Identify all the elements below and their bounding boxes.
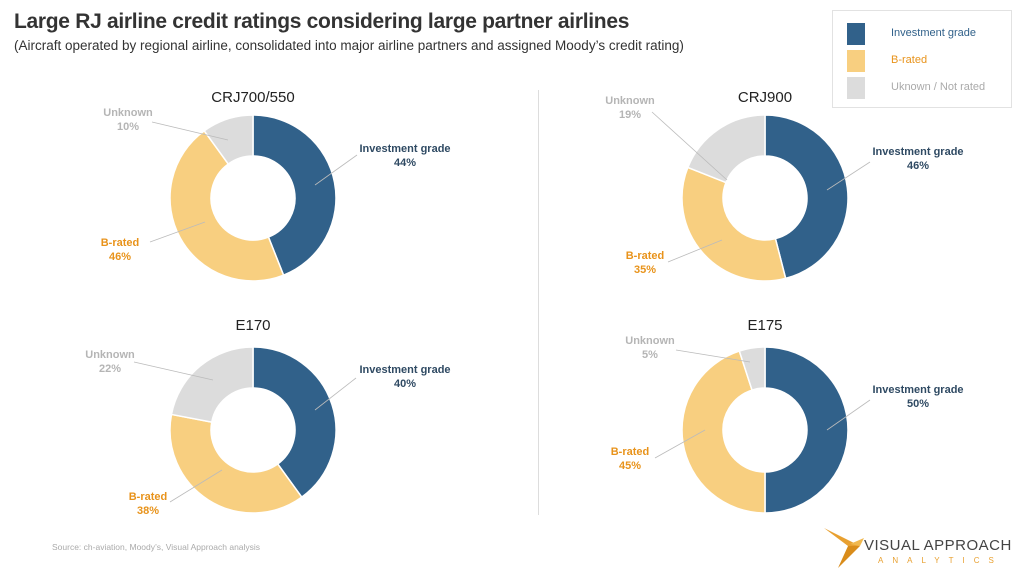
donut-slice-investment-grade [764,346,849,514]
legend-label: B-rated [891,54,928,66]
slice-label: B-rated [626,250,665,262]
divider [538,90,539,515]
leader-line [149,221,206,243]
slice-label: B-rated [129,491,168,503]
legend-swatch [847,23,865,45]
slice-value: 44% [394,157,416,169]
slice-value: 46% [109,251,131,263]
logo-text: VISUAL APPROACH [864,537,1012,554]
leader-line [133,361,214,381]
legend-swatch [847,50,865,72]
slice-label: Investment grade [359,143,450,155]
donut-slice-unknown [686,114,766,184]
leader-line [314,154,358,186]
slice-value: 35% [634,264,656,276]
donut-slice-unknown [170,346,254,424]
chart-title: E170 [235,317,270,334]
legend-label: Uknown / Not rated [891,81,986,93]
leader-line [826,399,871,431]
slice-value: 19% [619,109,641,121]
chart-title: E175 [747,317,782,334]
slice-label: B-rated [101,237,140,249]
slice-label: Unknown [625,335,675,347]
leader-line [651,111,728,181]
page-title: Large RJ airline credit ratings consider… [14,10,630,33]
logo-subtext: ANALYTICS [878,556,1003,565]
slice-value: 45% [619,460,641,472]
source-note: Source: ch-aviation, Moody’s, Visual App… [52,542,261,552]
leader-line [675,349,751,363]
slice-value: 50% [907,398,929,410]
slice-label: Unknown [85,349,135,361]
slice-label: Investment grade [872,146,963,158]
leader-line [151,121,229,141]
donut-slice-investment-grade [252,114,337,277]
donut-slice-b-rated [681,350,766,514]
slice-label: Investment grade [872,384,963,396]
donut-chart-crj700-550: CRJ700/550 Investment grade 44% B-rated 46% U… [101,89,451,282]
leader-line [169,469,223,503]
slice-value: 22% [99,363,121,375]
donut-chart-e175: E175 Investment grade 50% B-rated 45% Unknown… [611,317,964,514]
leader-line [826,161,871,191]
leader-line [667,239,723,263]
slice-value: 40% [394,378,416,390]
donut-slice-b-rated [169,413,303,514]
slice-value: 46% [907,160,929,172]
legend-label: Investment grade [891,27,976,39]
donut-slice-unknown [738,346,766,392]
slice-value: 10% [117,121,139,133]
logo-mark-icon [824,528,864,568]
donut-slice-b-rated [681,166,787,282]
chart-title: CRJ900 [738,89,792,106]
slice-value: 5% [642,349,658,361]
legend-item-unknown: Uknown / Not rated [847,77,1007,99]
slice-label: B-rated [611,446,650,458]
leader-line [654,429,706,459]
slice-label: Unknown [605,95,655,107]
slice-label: Investment grade [359,364,450,376]
donut-slice-unknown [203,114,254,166]
legend: Investment grade B-rated Uknown / Not ra… [832,10,1012,108]
donut-chart-crj900: CRJ900 Investment grade 46% B-rated 35% Unkno… [605,89,964,282]
donut-slice-investment-grade [252,346,337,499]
logo: VISUAL APPROACH ANALYTICS [820,524,1020,572]
legend-item-b-rated: B-rated [847,50,1007,72]
donut-chart-e170: E170 Investment grade 40% B-rated 38% Unknown… [85,317,450,517]
donut-slice-b-rated [169,129,285,282]
donut-slice-investment-grade [764,114,849,280]
chart-title: CRJ700/550 [211,89,294,106]
legend-swatch [847,77,865,99]
leader-line [314,377,357,411]
page-subtitle: (Aircraft operated by regional airline, … [14,38,684,53]
legend-item-investment-grade: Investment grade [847,23,1007,45]
slice-value: 38% [137,505,159,517]
slice-label: Unknown [103,107,153,119]
